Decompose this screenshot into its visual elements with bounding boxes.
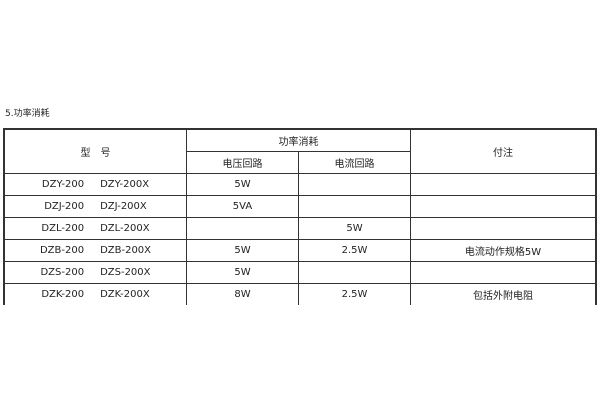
model-cell: DZJ-200 DZJ-200X <box>3 195 187 218</box>
voltage-cell: 5W <box>186 239 299 262</box>
model-b: DZY-200X <box>100 179 150 190</box>
current-cell <box>298 173 411 196</box>
header-remarks: 付注 <box>410 128 597 174</box>
model-a: DZJ-200 <box>44 201 85 212</box>
header-power: 功率消耗 <box>186 128 411 152</box>
voltage-cell <box>186 217 299 240</box>
model-cell: DZL-200 DZL-200X <box>3 217 187 240</box>
current-cell: 2.5W <box>298 239 411 262</box>
remarks-cell <box>410 261 597 284</box>
current-cell <box>298 195 411 218</box>
current-cell: 5W <box>298 217 411 240</box>
remarks-cell: 包括外附电阻 <box>410 283 597 305</box>
model-cell: DZS-200 DZS-200X <box>3 261 187 284</box>
model-a: DZL-200 <box>41 223 85 234</box>
model-cell: DZK-200 DZK-200X <box>3 283 187 305</box>
model-b: DZS-200X <box>100 267 151 278</box>
header-voltage-circuit: 电压回路 <box>186 151 299 174</box>
table-row: DZY-200 DZY-200X 5W <box>3 173 597 196</box>
table-row: DZB-200 DZB-200X 5W 2.5W 电流动作规格5W <box>3 239 597 262</box>
table-row: DZJ-200 DZJ-200X 5VA <box>3 195 597 218</box>
header-current-circuit: 电流回路 <box>298 151 411 174</box>
current-cell <box>298 261 411 284</box>
header-row: 型 号 功率消耗 付注 <box>3 128 597 174</box>
model-b: DZK-200X <box>100 289 150 300</box>
header-model: 型 号 <box>3 128 187 174</box>
model-a: DZY-200 <box>41 179 85 190</box>
model-a: DZK-200 <box>41 289 85 300</box>
voltage-cell: 5VA <box>186 195 299 218</box>
table-row: DZS-200 DZS-200X 5W <box>3 261 597 284</box>
current-cell: 2.5W <box>298 283 411 305</box>
voltage-cell: 8W <box>186 283 299 305</box>
model-b: DZL-200X <box>100 223 150 234</box>
subheader-row: 电压回路 电流回路 <box>4 151 596 174</box>
model-cell: DZY-200 DZY-200X <box>3 173 187 196</box>
voltage-cell: 5W <box>186 173 299 196</box>
voltage-cell: 5W <box>186 261 299 284</box>
power-consumption-table: 型 号 功率消耗 付注 电压回路 电流回路 DZY-200 DZY-200X 5W D… <box>3 128 597 305</box>
table-row: DZL-200 DZL-200X 5W <box>3 217 597 240</box>
model-b: DZB-200X <box>100 245 152 256</box>
section-title: 5.功率消耗 <box>5 109 50 119</box>
model-b: DZJ-200X <box>100 201 147 212</box>
remarks-cell <box>410 217 597 240</box>
remarks-cell <box>410 195 597 218</box>
model-cell: DZB-200 DZB-200X <box>3 239 187 262</box>
remarks-cell: 电流动作规格5W <box>410 239 597 262</box>
model-a: DZB-200 <box>39 245 85 256</box>
model-a: DZS-200 <box>40 267 85 278</box>
remarks-cell <box>410 173 597 196</box>
table-row: DZK-200 DZK-200X 8W 2.5W 包括外附电阻 <box>3 283 597 305</box>
